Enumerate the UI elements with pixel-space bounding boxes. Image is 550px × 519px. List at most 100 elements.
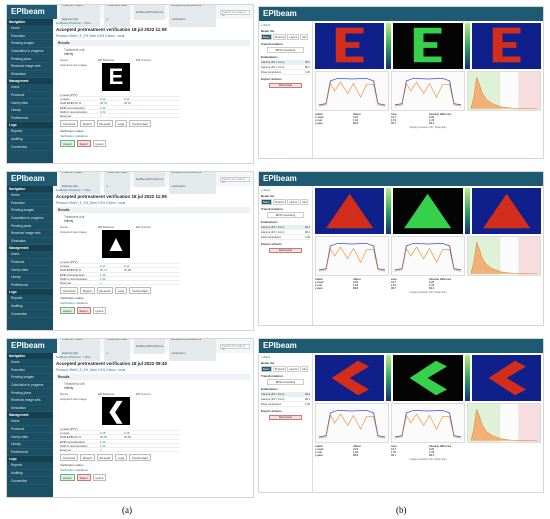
sidebar-item[interactable]: Received image sets (7, 397, 53, 405)
sidebar-item[interactable]: Protocols (7, 92, 53, 100)
sidebar-item[interactable]: Users (7, 251, 53, 259)
tab[interactable]: Info (300, 199, 309, 205)
evaluation-row[interactable]: Gamma (2% / 1mm) 98.1 (261, 65, 310, 70)
sidebar-item[interactable]: Preferences (7, 282, 53, 290)
gamma-map[interactable] (471, 23, 541, 69)
evaluation-row[interactable]: Dose comparison 1.00 (261, 402, 310, 407)
profile-plot-vertical[interactable] (391, 236, 465, 276)
sidebar-item[interactable]: Reports (7, 295, 53, 303)
epid-processing-button[interactable]: EPID processing (267, 47, 304, 53)
epid-processing-button[interactable]: EPID processing (267, 212, 304, 218)
sidebar-item[interactable]: Home (7, 192, 53, 200)
profile-plot-vertical[interactable] (391, 403, 465, 443)
evaluation-row[interactable]: Dose comparison 1.00 (261, 70, 310, 75)
sidebar-item[interactable]: Home (7, 359, 53, 367)
plan-crumb[interactable]: EpiBeamPhotoProto (134, 339, 166, 354)
tab[interactable]: Beam (261, 199, 272, 205)
tab[interactable]: Protocol (272, 34, 287, 40)
sidebar-item[interactable]: Simulation (7, 238, 53, 246)
toolbar-button[interactable]: Current dept (129, 454, 151, 462)
tab[interactable]: Info (300, 34, 309, 40)
gamma-map[interactable] (471, 188, 541, 234)
protocol-link[interactable]: Protocol: 6MeV_E_3%_3mm 0.5% 0.5mm - loc… (56, 201, 126, 205)
profile-plot-horizontal[interactable] (315, 403, 389, 443)
sidebar-item[interactable]: Users (7, 84, 53, 92)
back-link[interactable]: « Back (261, 23, 271, 27)
sidebar-item[interactable]: Auditing (7, 303, 53, 311)
sidebar-item[interactable]: Pending plans (7, 55, 53, 63)
sidebar-item[interactable]: Reports (7, 128, 53, 136)
tab[interactable]: Protocol (272, 366, 287, 372)
reference-dose-map[interactable] (315, 188, 385, 234)
measured-dose-map[interactable] (393, 23, 463, 69)
evaluation-row[interactable]: Dose comparison 1.00 (261, 235, 310, 240)
protocol-link[interactable]: Protocol: 6MeV_E_3%_3mm 0.5% 0.5mm - loc… (56, 368, 126, 372)
app-logo[interactable]: EPIbeam (11, 7, 45, 16)
accept-button[interactable]: Accept (60, 140, 75, 148)
sidebar-item[interactable]: Pending plans (7, 222, 53, 230)
gamma-histogram[interactable] (467, 236, 541, 276)
sidebar-item[interactable]: Gantry sites (7, 99, 53, 107)
patient-crumb[interactable]: Phantom Case - EpibeamQA (60, 172, 101, 194)
app-header[interactable]: EPIbeam (259, 339, 543, 353)
verification-crumb[interactable]: accepted pretreatment verification (169, 339, 216, 361)
app-logo[interactable]: EPIbeam (11, 174, 45, 183)
sidebar-item[interactable]: Received image sets (7, 63, 53, 71)
sidebar-item[interactable]: Library (7, 274, 53, 282)
protocol-link[interactable]: Protocol: 6MeV_E_1% 3mm 0.5% 0.5mm - loc… (56, 34, 125, 38)
profile-plot-horizontal[interactable] (315, 236, 389, 276)
tab[interactable]: Layers (287, 366, 300, 372)
toolbar-button[interactable]: Current dept (129, 120, 151, 128)
treatment-crumb[interactable]: Treatment case 1 (104, 172, 131, 194)
recompute-button[interactable]: Recompute (269, 248, 302, 253)
sidebar-item[interactable]: Home (7, 25, 53, 33)
reject-button[interactable]: Reject (76, 307, 91, 315)
sidebar-item[interactable]: Library (7, 107, 53, 115)
toolbar-button[interactable]: Logs (115, 287, 128, 295)
measured-dose-map[interactable] (393, 188, 463, 234)
patient-crumb[interactable]: Phantom Case - EpibeamQA (60, 339, 101, 361)
toolbar-button[interactable]: Report (80, 120, 95, 128)
breadcrumb[interactable]: EpiBeam-Phantom > Plan (56, 188, 91, 192)
tab[interactable]: Layers (287, 34, 300, 40)
evaluation-row[interactable]: Gamma (2% / 1mm) 98.1 (261, 230, 310, 235)
toolbar-button[interactable]: Current dept (129, 287, 151, 295)
accept-button[interactable]: Accept (60, 474, 75, 482)
breadcrumb[interactable]: EpiBeam-Phantom > Plan (56, 21, 91, 25)
profile-plot-vertical[interactable] (391, 71, 465, 111)
acquired-raw-image[interactable]: ▲ (102, 230, 130, 258)
ignore-button[interactable]: Ignore (92, 307, 107, 315)
sidebar-item[interactable]: Pending images (7, 374, 53, 382)
toolbar-button[interactable]: Re-send (96, 120, 114, 128)
treatment-crumb[interactable]: Treatment case 1 (104, 339, 131, 361)
toolbar-button[interactable]: Comment (60, 454, 79, 462)
sidebar-item[interactable]: Simulation (7, 405, 53, 413)
sidebar-item[interactable]: Preferences (7, 449, 53, 457)
reject-button[interactable]: Reject (76, 140, 91, 148)
accept-button[interactable]: Accept (60, 307, 75, 315)
gamma-histogram[interactable] (467, 403, 541, 443)
search-input[interactable]: Search for patient ID (219, 9, 250, 16)
sidebar-item[interactable]: Pending plans (7, 389, 53, 397)
treatment-crumb[interactable]: Treatment case 1 (104, 5, 131, 27)
sidebar-item[interactable]: Received image sets (7, 230, 53, 238)
app-logo[interactable]: EPIbeam (11, 341, 45, 350)
epid-processing-button[interactable]: EPID processing (267, 379, 304, 385)
sidebar-item[interactable]: Pending images (7, 207, 53, 215)
sidebar-item[interactable]: Pending images (7, 40, 53, 48)
toolbar-button[interactable]: Report (80, 287, 95, 295)
tab[interactable]: Info (300, 366, 309, 372)
toolbar-button[interactable]: Logs (115, 454, 128, 462)
toolbar-button[interactable]: Comment (60, 120, 79, 128)
sidebar-item[interactable]: Execution (7, 200, 53, 208)
toolbar-button[interactable]: Report (80, 454, 95, 462)
sidebar-item[interactable]: Execution (7, 367, 53, 375)
sidebar-item[interactable]: Connection (7, 143, 53, 151)
sidebar-item[interactable]: Protocols (7, 259, 53, 267)
verification-crumb[interactable]: accepted pretreatment verification (169, 172, 216, 194)
sidebar-item[interactable]: Execution (7, 33, 53, 41)
plan-crumb[interactable]: EpiBeamPhotoProto (134, 5, 166, 20)
search-input[interactable]: Search for patient ID (219, 343, 250, 350)
sidebar-item[interactable]: Auditing (7, 470, 53, 478)
sidebar-item[interactable]: Users (7, 418, 53, 426)
